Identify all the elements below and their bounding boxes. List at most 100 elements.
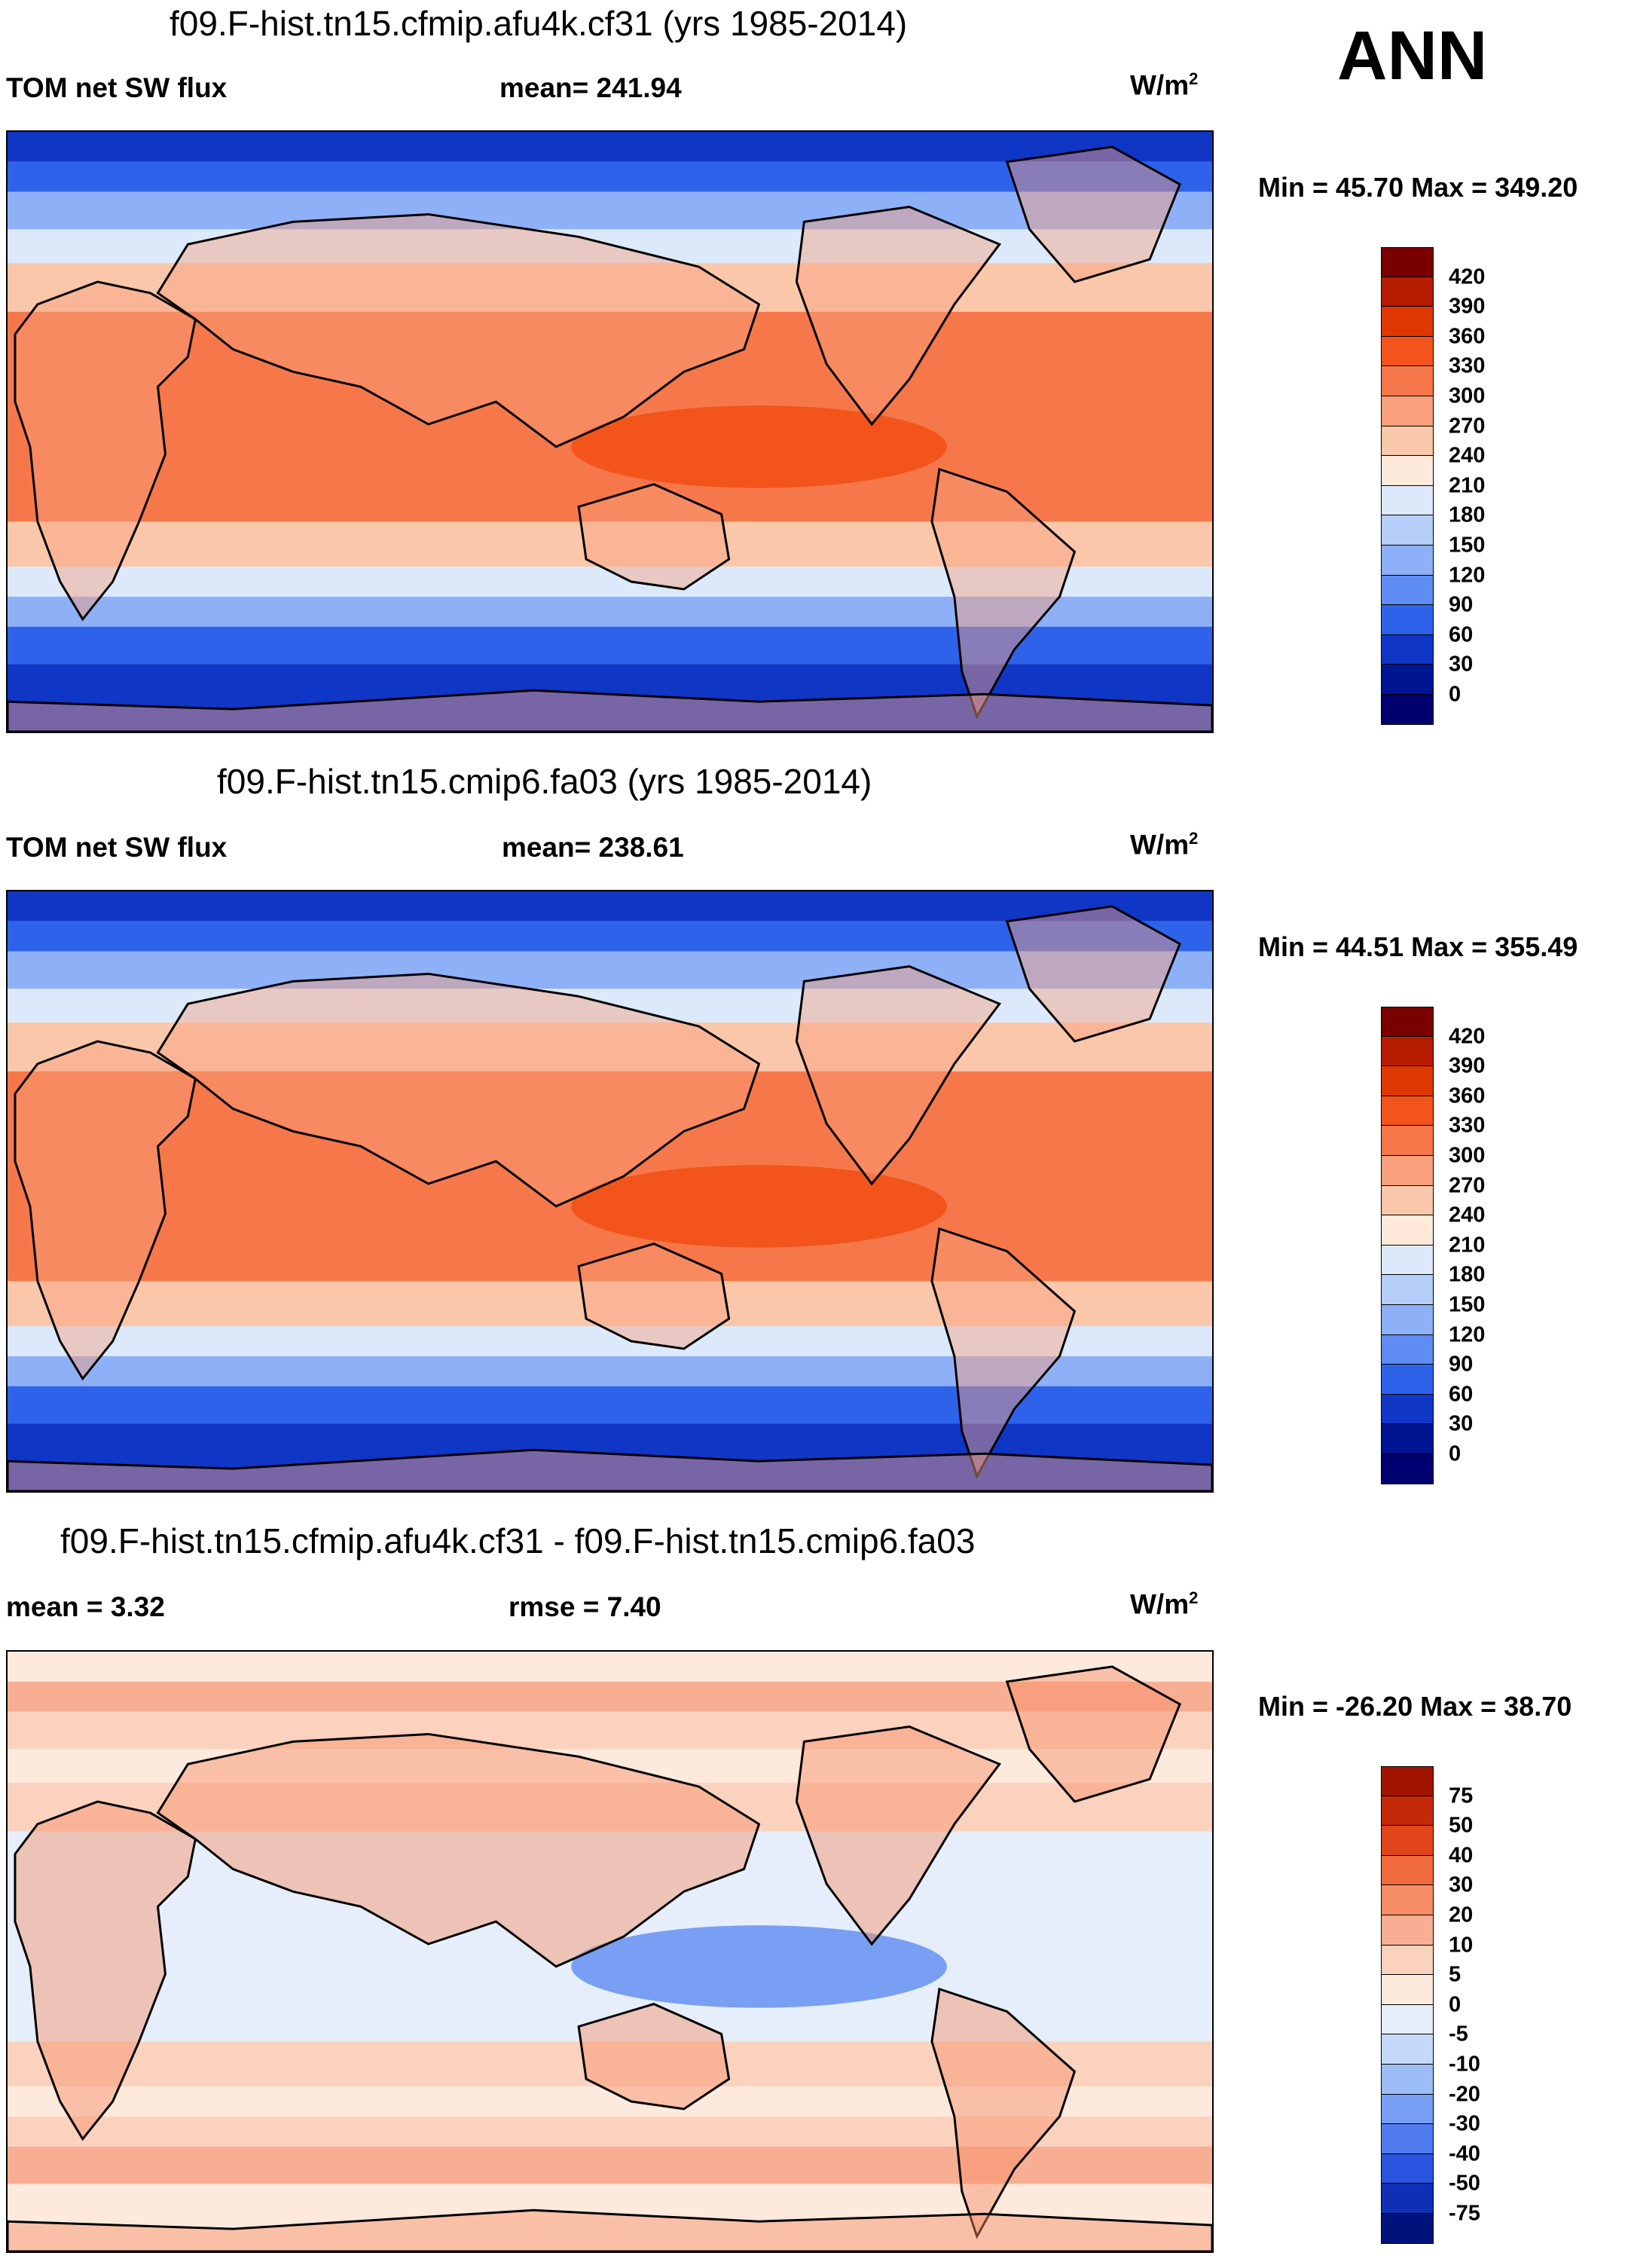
units-exponent: 2	[1189, 69, 1199, 88]
mean-label: mean= 238.61	[502, 832, 684, 863]
ocean-core-region	[571, 1165, 947, 1248]
min-max-label: Min = -26.20 Max = 38.70	[1258, 1691, 1572, 1722]
colorbar-tick-label: -20	[1449, 2082, 1480, 2107]
latitude-band	[8, 2184, 1212, 2251]
colorbar-box	[1381, 1454, 1434, 1484]
colorbar-box	[1381, 2153, 1434, 2184]
colorbar-box	[1381, 515, 1434, 546]
colorbar-tick-label: 75	[1449, 1784, 1474, 1808]
colorbar-box	[1381, 1185, 1434, 1216]
colorbar-box	[1381, 1855, 1434, 1886]
colorbar-tick-label: 150	[1449, 1292, 1486, 1317]
latitude-band	[8, 1356, 1212, 1386]
latitude-band	[8, 2146, 1212, 2184]
colorbar-box	[1381, 1126, 1434, 1156]
colorbar-box	[1381, 665, 1434, 695]
latitude-band	[8, 1022, 1212, 1071]
colorbar-box	[1381, 1885, 1434, 1915]
colorbar-tick-label: 420	[1449, 1024, 1486, 1049]
map-svg	[8, 132, 1212, 732]
continent-outline	[8, 689, 1212, 732]
colorbar-tick-label: 60	[1449, 1382, 1474, 1407]
colorbar-tick-label: -75	[1449, 2201, 1480, 2226]
continent-outline	[795, 964, 1002, 1186]
colorbar-box	[1381, 1245, 1434, 1276]
colorbar-tick-label: 240	[1449, 1203, 1486, 1227]
latitude-band	[8, 1423, 1212, 1491]
colorbar-box	[1381, 1915, 1434, 1946]
continent-outline	[577, 483, 731, 591]
colorbar-box	[1381, 695, 1434, 725]
colorbar-tick-label: -10	[1449, 2052, 1480, 2077]
colorbar-tick-label: 150	[1449, 533, 1486, 558]
colorbar-tick-label: 210	[1449, 1233, 1486, 1258]
colorbar-tick-label: 300	[1449, 384, 1486, 408]
colorbar-tick-label: 50	[1449, 1813, 1474, 1838]
colorbar-tick-label: 0	[1449, 1992, 1462, 2017]
continent-outline	[1005, 905, 1181, 1043]
variable-label: TOM net SW flux	[6, 72, 228, 103]
panel-title: f09.F-hist.tn15.cfmip.afu4k.cf31 (yrs 19…	[170, 4, 908, 43]
colorbar-tick-label: 30	[1449, 1872, 1474, 1897]
panel-title: f09.F-hist.tn15.cmip6.fa03 (yrs 1985-201…	[217, 762, 872, 801]
continent-outline	[14, 1800, 197, 2141]
colorbar-box	[1381, 2004, 1434, 2035]
colorbar-box	[1381, 575, 1434, 606]
colorbar-tick-label: 240	[1449, 443, 1486, 468]
colorbar-tick-label: 180	[1449, 1262, 1486, 1287]
colorbar-box	[1381, 1365, 1434, 1395]
map-plot	[6, 890, 1214, 1493]
latitude-band	[8, 1281, 1212, 1327]
colorbar-tick-label: 120	[1449, 1322, 1486, 1347]
colorbar-box	[1381, 1394, 1434, 1425]
colorbar-tick-label: 120	[1449, 563, 1486, 588]
colorbar-tick-label: 30	[1449, 1411, 1474, 1436]
colorbar-tick-label: 60	[1449, 622, 1474, 647]
colorbar-box	[1381, 2065, 1434, 2095]
units-exponent: 2	[1189, 829, 1199, 848]
min-max-label: Min = 44.51 Max = 355.49	[1258, 931, 1578, 962]
colorbar-tick-label: 30	[1449, 652, 1474, 677]
continent-outline	[1005, 1665, 1181, 1803]
latitude-band	[8, 311, 1212, 522]
colorbar-tick-label: 10	[1449, 1933, 1474, 1958]
continent-outline	[14, 280, 197, 622]
latitude-band	[8, 229, 1212, 264]
colorbar-tick-label: -40	[1449, 2141, 1480, 2166]
colorbar-box	[1381, 2034, 1434, 2065]
latitude-band	[8, 263, 1212, 312]
continent-outline	[930, 1987, 1077, 2239]
units-label: W/m2	[1130, 1588, 1198, 1620]
colorbar-box	[1381, 336, 1434, 367]
continent-outline	[930, 467, 1077, 720]
latitude-band	[8, 521, 1212, 567]
latitude-band	[8, 626, 1212, 665]
colorbar-tick-label: -30	[1449, 2111, 1480, 2136]
colorbar-tick-label: 270	[1449, 1173, 1486, 1198]
colorbar-box	[1381, 634, 1434, 665]
colorbar-tick-label: 270	[1449, 414, 1486, 439]
map-plot	[6, 130, 1214, 733]
colorbar-tick-label: 0	[1449, 682, 1462, 707]
colorbar-tick-label: 360	[1449, 324, 1486, 349]
colorbar-box	[1381, 1007, 1434, 1037]
colorbar-box	[1381, 247, 1434, 277]
colorbar-box	[1381, 1215, 1434, 1246]
latitude-band	[8, 1071, 1212, 1282]
colorbar-box	[1381, 1305, 1434, 1335]
colorbar-tick-label: 330	[1449, 1113, 1486, 1138]
continent-outline	[156, 1732, 761, 1968]
continent-outline	[577, 1243, 731, 1350]
colorbar-tick-label: 90	[1449, 592, 1474, 617]
latitude-band	[8, 951, 1212, 989]
units-text: W/m	[1130, 829, 1190, 860]
continent-outline	[930, 1227, 1077, 1479]
panel-title: f09.F-hist.tn15.cfmip.afu4k.cf31 - f09.F…	[60, 1521, 976, 1560]
continent-outline	[795, 205, 1002, 426]
latitude-band	[8, 1783, 1212, 1832]
colorbar-tick-label: 330	[1449, 353, 1486, 378]
rmse-label: rmse = 7.40	[509, 1591, 661, 1622]
colorbar-tick-label: 0	[1449, 1441, 1462, 1466]
latitude-band	[8, 1749, 1212, 1784]
colorbar-box	[1381, 456, 1434, 486]
